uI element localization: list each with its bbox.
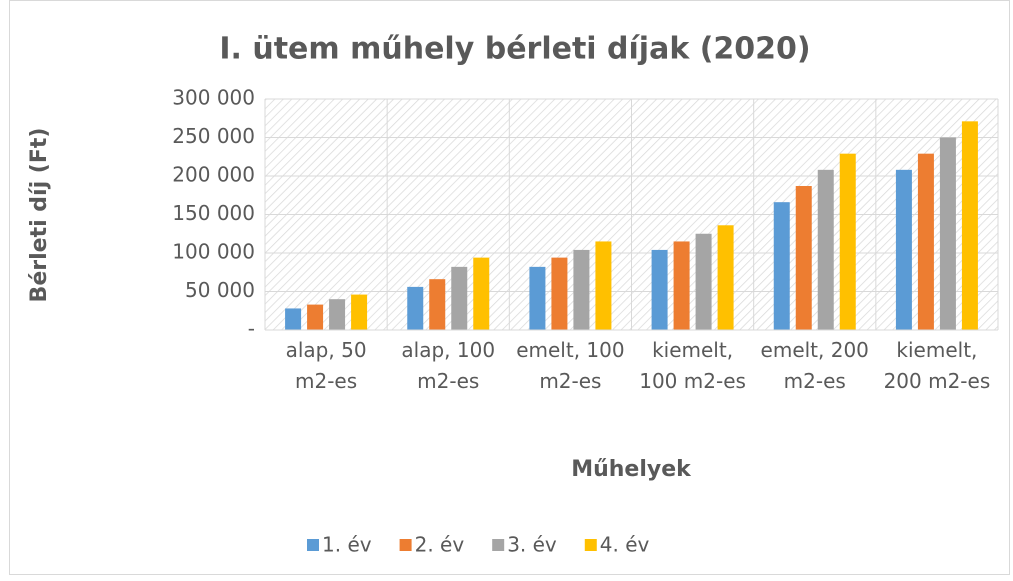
legend-label: 4. év xyxy=(600,533,650,557)
x-tick-label-box: alap, 100 m2-es xyxy=(401,338,496,393)
y-tick-label: 100 000 xyxy=(172,240,255,264)
bar xyxy=(595,241,612,330)
x-tick-label: emelt, 100 m2-es xyxy=(516,338,625,393)
legend-swatch xyxy=(492,539,505,551)
legend-swatch xyxy=(399,539,412,551)
legend-label: 2. év xyxy=(415,533,465,557)
bar xyxy=(351,294,368,330)
y-tick-label: 300 000 xyxy=(172,86,255,110)
bar xyxy=(529,266,546,330)
bar xyxy=(407,286,424,330)
y-tick-label: 50 000 xyxy=(185,278,255,302)
legend-label: 1. év xyxy=(322,533,372,557)
x-tick-label-box: emelt, 100 m2-es xyxy=(516,338,625,393)
bar xyxy=(307,304,324,330)
y-tick-label: - xyxy=(248,317,255,341)
x-tick-label: kiemelt, 200 m2-es xyxy=(883,338,991,393)
bar xyxy=(285,308,302,330)
x-tick-label: kiemelt, 100 m2-es xyxy=(639,338,746,393)
bar xyxy=(961,121,978,330)
y-tick-label: 250 000 xyxy=(172,124,255,148)
bar xyxy=(773,202,790,330)
x-axis-title: Műhelyek xyxy=(571,457,692,482)
bar xyxy=(429,279,446,330)
bar xyxy=(573,249,590,330)
bar xyxy=(839,153,856,330)
bar xyxy=(917,153,934,330)
x-tick-label-box: alap, 50 m2-es xyxy=(285,338,367,393)
y-tick-label: 200 000 xyxy=(172,163,255,187)
bar xyxy=(895,169,912,330)
bar xyxy=(795,186,812,330)
bar xyxy=(451,266,468,330)
bar xyxy=(651,249,668,330)
bar xyxy=(817,169,834,330)
legend-label: 3. év xyxy=(507,533,557,557)
y-tick-label: 150 000 xyxy=(172,201,255,225)
x-tick-label-box: emelt, 200 m2-es xyxy=(760,338,869,393)
x-tick-label-box: kiemelt, 200 m2-es xyxy=(883,338,991,393)
bar xyxy=(551,257,568,330)
bar xyxy=(329,299,346,330)
x-tick-label-box: kiemelt, 100 m2-es xyxy=(639,338,746,393)
chart-title: I. ütem műhely bérleti díjak (2020) xyxy=(219,32,810,67)
bar xyxy=(717,225,734,330)
x-tick-label: alap, 100 m2-es xyxy=(401,338,496,393)
x-tick-label: emelt, 200 m2-es xyxy=(760,338,869,393)
bar xyxy=(695,233,712,330)
legend-swatch xyxy=(584,539,597,551)
y-axis-title: Bérleti díj (Ft) xyxy=(27,128,52,303)
bar xyxy=(939,137,956,330)
bar xyxy=(673,241,690,330)
legend-swatch xyxy=(307,539,319,551)
bar xyxy=(473,257,490,330)
x-tick-label: alap, 50 m2-es xyxy=(285,338,367,393)
